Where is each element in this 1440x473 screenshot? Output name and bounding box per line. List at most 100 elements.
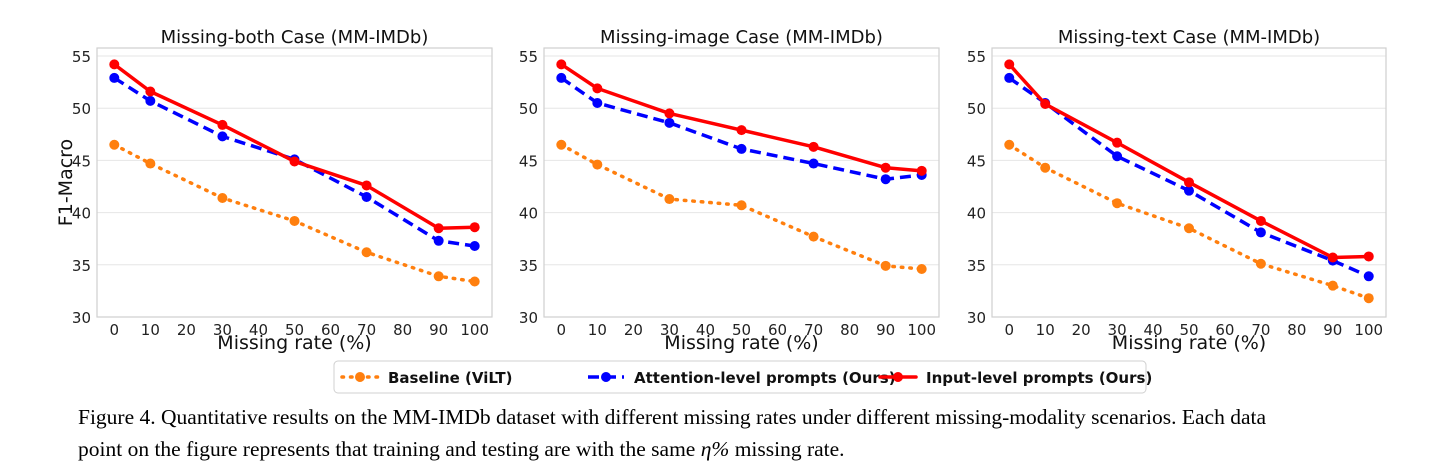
x-tick-label: 100	[1354, 321, 1383, 339]
data-point	[1255, 215, 1266, 226]
data-point	[1004, 72, 1015, 83]
data-point	[1112, 198, 1123, 209]
data-point	[469, 276, 480, 287]
chart-title: Missing-both Case (MM-IMDb)	[161, 27, 429, 48]
data-point	[808, 141, 819, 152]
x-tick-label: 80	[1287, 321, 1306, 339]
plot-frame	[96, 47, 493, 318]
x-tick-label: 20	[624, 321, 643, 339]
data-point	[289, 156, 300, 167]
data-point	[1112, 151, 1123, 162]
x-axis-label: Missing rate (%)	[217, 332, 371, 354]
y-tick-label: 30	[519, 309, 538, 327]
legend-marker	[893, 372, 903, 382]
figure-caption: Figure 4. Quantitative results on the MM…	[78, 401, 1438, 465]
data-point	[1363, 271, 1374, 282]
x-tick-label: 20	[1072, 321, 1091, 339]
data-point	[1004, 59, 1015, 70]
data-point	[361, 180, 372, 191]
data-point	[556, 72, 567, 83]
data-point	[109, 139, 120, 150]
data-point	[145, 95, 156, 106]
y-tick-label: 40	[72, 205, 91, 223]
x-tick-label: 40	[696, 321, 715, 339]
data-point	[1255, 258, 1266, 269]
x-tick-label: 10	[1036, 321, 1055, 339]
x-tick-label: 10	[141, 321, 160, 339]
data-point	[592, 83, 603, 94]
data-point	[1327, 252, 1338, 263]
x-tick-label: 10	[588, 321, 607, 339]
x-tick-label: 50	[732, 321, 751, 339]
x-tick-label: 70	[357, 321, 376, 339]
data-point	[1040, 99, 1051, 110]
data-point	[1363, 251, 1374, 262]
caption-line-1: Figure 4. Quantitative results on the MM…	[78, 405, 1267, 429]
legend-label: Attention-level prompts (Ours)	[634, 369, 896, 387]
data-point	[1184, 223, 1194, 234]
data-point	[217, 119, 228, 130]
series-line-1	[1007, 142, 1371, 300]
y-tick-label: 50	[519, 100, 538, 118]
data-point	[1363, 293, 1374, 304]
y-tick-label: 50	[967, 100, 986, 118]
data-point	[736, 125, 747, 136]
data-point	[1184, 185, 1194, 196]
y-tick-label: 40	[519, 205, 538, 223]
x-tick-label: 100	[907, 321, 936, 339]
chart-panel-2: 30 35 40 45 50 55 0 10 20 30 40 50 60 70 80 90 100 Missin…	[519, 27, 940, 354]
x-tick-label: 60	[321, 321, 340, 339]
legend-box	[333, 360, 1147, 394]
data-point	[433, 223, 444, 234]
chart-panel-3: 30 35 40 45 50 55 0 10 20 30 40 50 60 70 80 90 100 Missin…	[967, 27, 1387, 354]
y-tick-label: 45	[72, 152, 91, 170]
y-tick-label: 35	[967, 257, 986, 275]
x-tick-label: 90	[876, 321, 895, 339]
x-tick-label: 0	[110, 321, 120, 339]
data-point	[1004, 139, 1015, 150]
data-point	[469, 241, 480, 252]
x-tick-label: 20	[177, 321, 196, 339]
series-line-3	[112, 62, 477, 231]
x-tick-label: 30	[1108, 321, 1127, 339]
data-point	[109, 59, 120, 70]
data-point	[361, 191, 372, 202]
data-point	[880, 174, 891, 185]
y-tick-label: 30	[72, 309, 91, 327]
data-point	[808, 231, 819, 242]
legend-label: Baseline (ViLT)	[388, 369, 513, 387]
data-point	[433, 271, 444, 282]
x-tick-label: 50	[285, 321, 304, 339]
y-tick-label: 45	[967, 152, 986, 170]
data-point	[808, 158, 819, 169]
y-axis-label: F1-Macro	[55, 139, 77, 226]
x-tick-label: 90	[1323, 321, 1342, 339]
x-tick-label: 80	[840, 321, 859, 339]
x-tick-label: 30	[213, 321, 232, 339]
x-tick-label: 60	[768, 321, 787, 339]
x-tick-label: 70	[1251, 321, 1270, 339]
caption-text-end: missing rate.	[729, 437, 845, 461]
y-tick-label: 55	[72, 48, 91, 66]
y-tick-label: 45	[519, 152, 538, 170]
data-point	[880, 162, 891, 173]
data-point	[145, 86, 156, 97]
data-point	[109, 72, 120, 83]
x-tick-label: 40	[1144, 321, 1163, 339]
chart-title: Missing-image Case (MM-IMDb)	[600, 27, 883, 48]
legend: Baseline (ViLT) Attention-level prompts (…	[333, 360, 1152, 394]
y-tick-label: 50	[72, 100, 91, 118]
legend-marker	[601, 372, 611, 382]
x-tick-label: 100	[460, 321, 489, 339]
x-tick-label: 80	[393, 321, 412, 339]
data-point	[556, 59, 567, 70]
legend-marker	[355, 372, 365, 382]
caption-text: point on the figure represents that trai…	[78, 437, 701, 461]
plot-frame	[543, 47, 940, 318]
data-point	[736, 143, 747, 154]
data-point	[592, 159, 603, 170]
x-tick-label: 0	[557, 321, 567, 339]
data-point	[880, 260, 891, 271]
series-line-3	[559, 62, 924, 173]
